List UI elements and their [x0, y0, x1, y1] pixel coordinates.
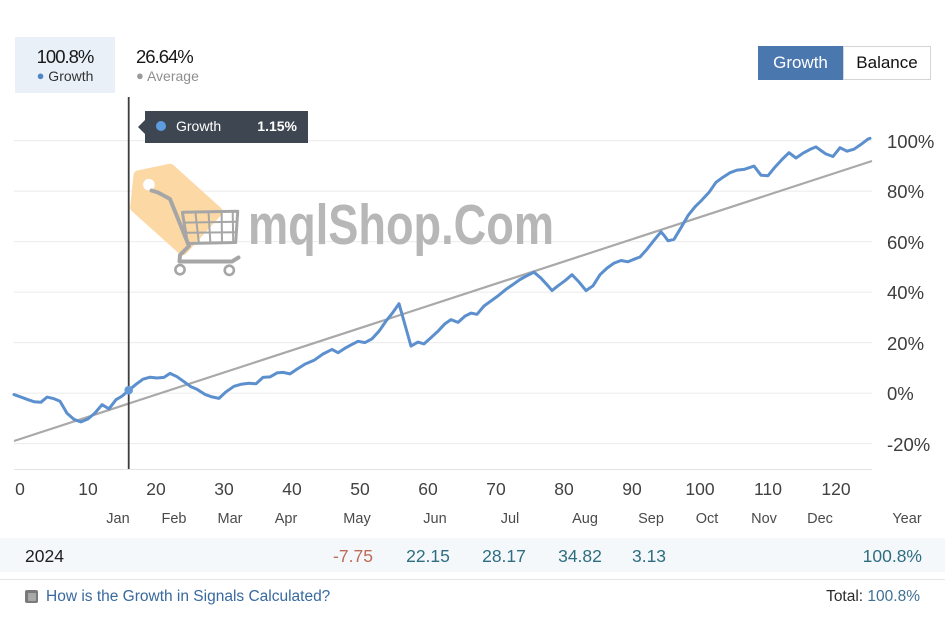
svg-text:mqlShop.Com: mqlShop.Com [248, 193, 554, 257]
